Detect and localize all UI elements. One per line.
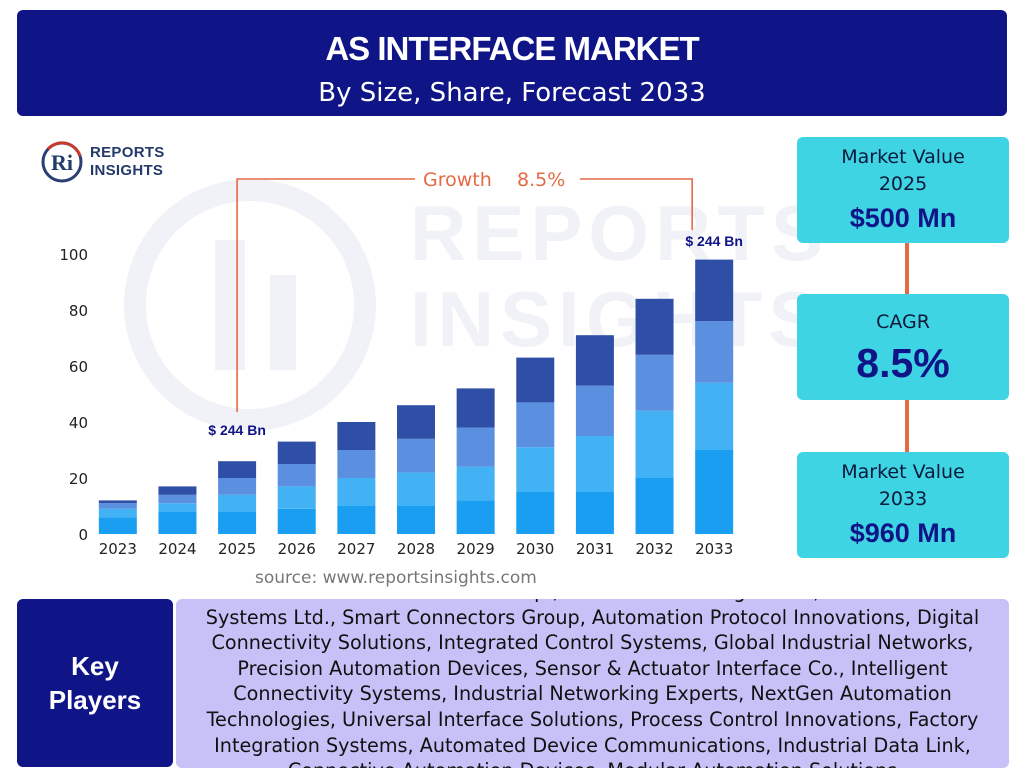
bar-segment — [456, 466, 495, 501]
y-tick-label: 20 — [69, 470, 88, 488]
x-tick-label: 2025 — [218, 540, 256, 558]
source-note: source: www.reportsinsights.com — [255, 568, 537, 588]
bar-segment — [397, 472, 435, 506]
bar-segment — [397, 438, 435, 473]
page-title: AS INTERFACE MARKET — [325, 30, 699, 67]
bar-segment — [575, 335, 614, 386]
bar-segment — [575, 436, 614, 492]
bar-segment — [635, 410, 674, 478]
cagr-label: CAGR — [876, 311, 930, 333]
bar-segment — [516, 447, 555, 492]
bar-segment — [277, 464, 316, 487]
x-tick-label: 2024 — [158, 540, 196, 558]
market-value-2033-value: $960 Mn — [849, 518, 957, 548]
bar-segment — [575, 492, 614, 534]
logo-mark-icon: Ri — [41, 141, 83, 183]
market-value-2025-box: Market Value 2025 $500 Mn — [797, 137, 1009, 243]
cagr-box: CAGR 8.5% — [797, 294, 1009, 400]
bar-segment — [516, 402, 555, 448]
x-tick-label: 2028 — [397, 540, 435, 558]
logo-line-1: REPORTS — [90, 144, 165, 161]
market-value-2025-value: $500 Mn — [849, 203, 957, 233]
market-value-2033-label: Market Value 2033 — [797, 452, 1009, 513]
logo-mark-text: Ri — [51, 150, 73, 175]
cagr-value: 8.5% — [856, 340, 950, 386]
bar-segment — [337, 422, 376, 450]
bar-segment — [98, 503, 137, 509]
bar-segment — [277, 486, 316, 509]
bar-segment — [218, 461, 257, 478]
bar-segment — [695, 321, 734, 383]
y-tick-label: 100 — [59, 246, 88, 264]
bar-segment — [158, 503, 197, 512]
bar-segment — [695, 259, 734, 322]
bar-segment — [158, 511, 197, 534]
start-value-label: $ 244 Bn — [208, 422, 266, 438]
growth-label: Growth — [423, 169, 492, 191]
bar-segment — [575, 385, 614, 436]
market-value-2025-label-text: Market Value 2025 — [841, 146, 965, 195]
growth-line-left — [236, 178, 415, 412]
bar-segment — [98, 517, 137, 534]
key-players-heading-text: Key Players — [48, 651, 142, 715]
bar-segment — [516, 492, 555, 534]
x-tick-label: 2027 — [337, 540, 375, 558]
y-tick-label: 80 — [69, 302, 88, 320]
bar-segment — [337, 450, 376, 478]
bar-segment — [98, 508, 137, 518]
stacked-bar-chart: 0 20 40 60 80 100 2023 2024 2025 2026 2027 2028 2029… — [59, 169, 743, 558]
bar-segment — [277, 508, 316, 534]
growth-value: 8.5% — [517, 169, 565, 191]
bar-segment — [397, 506, 435, 534]
bar-segment — [635, 478, 674, 534]
bar-segment — [218, 478, 257, 495]
bar-segment — [277, 441, 316, 464]
reports-insights-logo: Ri REPORTS INSIGHTS — [40, 140, 180, 186]
bar-segment — [456, 388, 495, 428]
market-value-2033-box: Market Value 2033 $960 Mn — [797, 452, 1009, 558]
bar-segment — [635, 354, 674, 411]
bar-segment — [218, 511, 257, 534]
x-tick-label: 2023 — [99, 540, 137, 558]
stat-connector-2 — [905, 400, 909, 452]
y-tick-label: 60 — [69, 358, 88, 376]
y-tick-label: 40 — [69, 414, 88, 432]
header-banner: AS INTERFACE MARKET By Size, Share, Fore… — [17, 10, 1007, 116]
bar-segment — [218, 494, 257, 512]
bar-segment — [456, 427, 495, 467]
logo-line-2: INSIGHTS — [90, 162, 164, 179]
key-players-list: Industrial Automation Solutions Corp., F… — [193, 599, 992, 768]
bar-segment — [695, 450, 734, 534]
end-value-label: $ 244 Bn — [685, 233, 743, 249]
bar-segment — [516, 357, 555, 403]
market-value-2025-label: Market Value 2025 — [797, 137, 1009, 198]
growth-line-right — [580, 178, 693, 230]
key-players-heading: Key Players — [17, 599, 173, 767]
stat-connector-1 — [905, 243, 909, 294]
bar-segment — [158, 486, 197, 495]
bar-segment — [337, 478, 376, 506]
bar-segment — [397, 405, 435, 439]
x-tick-label: 2026 — [278, 540, 316, 558]
bar-segment — [695, 382, 734, 450]
x-tick-label: 2032 — [635, 540, 673, 558]
key-players-list-box: Industrial Automation Solutions Corp., F… — [176, 599, 1009, 768]
x-tick-label: 2029 — [457, 540, 495, 558]
bar-segment — [635, 298, 674, 355]
bar-segment — [456, 500, 495, 534]
x-tick-label: 2031 — [576, 540, 614, 558]
market-value-2033-label-text: Market Value 2033 — [841, 461, 965, 510]
bar-segment — [158, 494, 197, 504]
y-tick-label: 0 — [78, 526, 88, 544]
x-tick-label: 2030 — [516, 540, 554, 558]
x-tick-label: 2033 — [695, 540, 733, 558]
bar-segment — [337, 506, 376, 534]
page-subtitle: By Size, Share, Forecast 2033 — [318, 78, 706, 108]
bar-segment — [98, 500, 137, 504]
